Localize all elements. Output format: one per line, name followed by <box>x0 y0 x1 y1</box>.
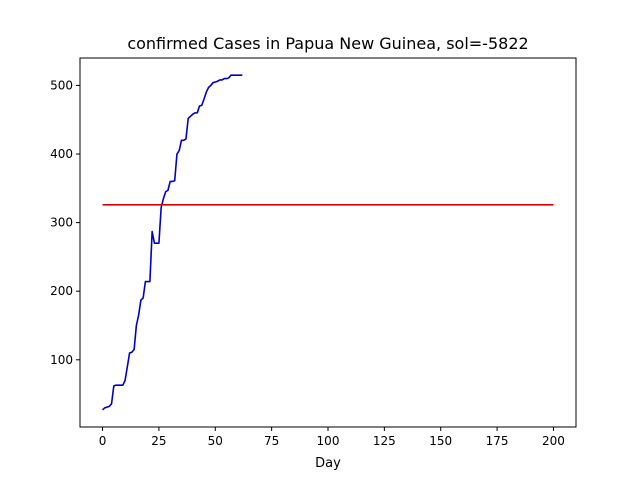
y-tick-label: 500 <box>50 78 73 92</box>
x-tick-label: 100 <box>317 434 340 448</box>
x-tick-label: 50 <box>208 434 223 448</box>
y-tick-label: 100 <box>50 353 73 367</box>
x-tick-label: 175 <box>486 434 509 448</box>
series-line-0 <box>102 74 243 411</box>
x-tick-label: 150 <box>429 434 452 448</box>
x-tick-label: 0 <box>99 434 107 448</box>
x-axis-label: Day <box>315 456 341 471</box>
y-tick-label: 300 <box>50 216 73 230</box>
x-tick-label: 125 <box>373 434 396 448</box>
x-tick-label: 25 <box>151 434 166 448</box>
series-layer <box>102 74 554 411</box>
x-tick-label: 75 <box>264 434 279 448</box>
chart-title: confirmed Cases in Papua New Guinea, sol… <box>127 34 528 53</box>
y-tick-label: 400 <box>50 147 73 161</box>
y-axis: 100 200 300 400 500 <box>50 78 80 367</box>
y-tick-label: 200 <box>50 284 73 298</box>
x-axis: 0 25 50 75 100 125 150 175 200 <box>99 427 565 448</box>
x-tick-label: 200 <box>542 434 565 448</box>
